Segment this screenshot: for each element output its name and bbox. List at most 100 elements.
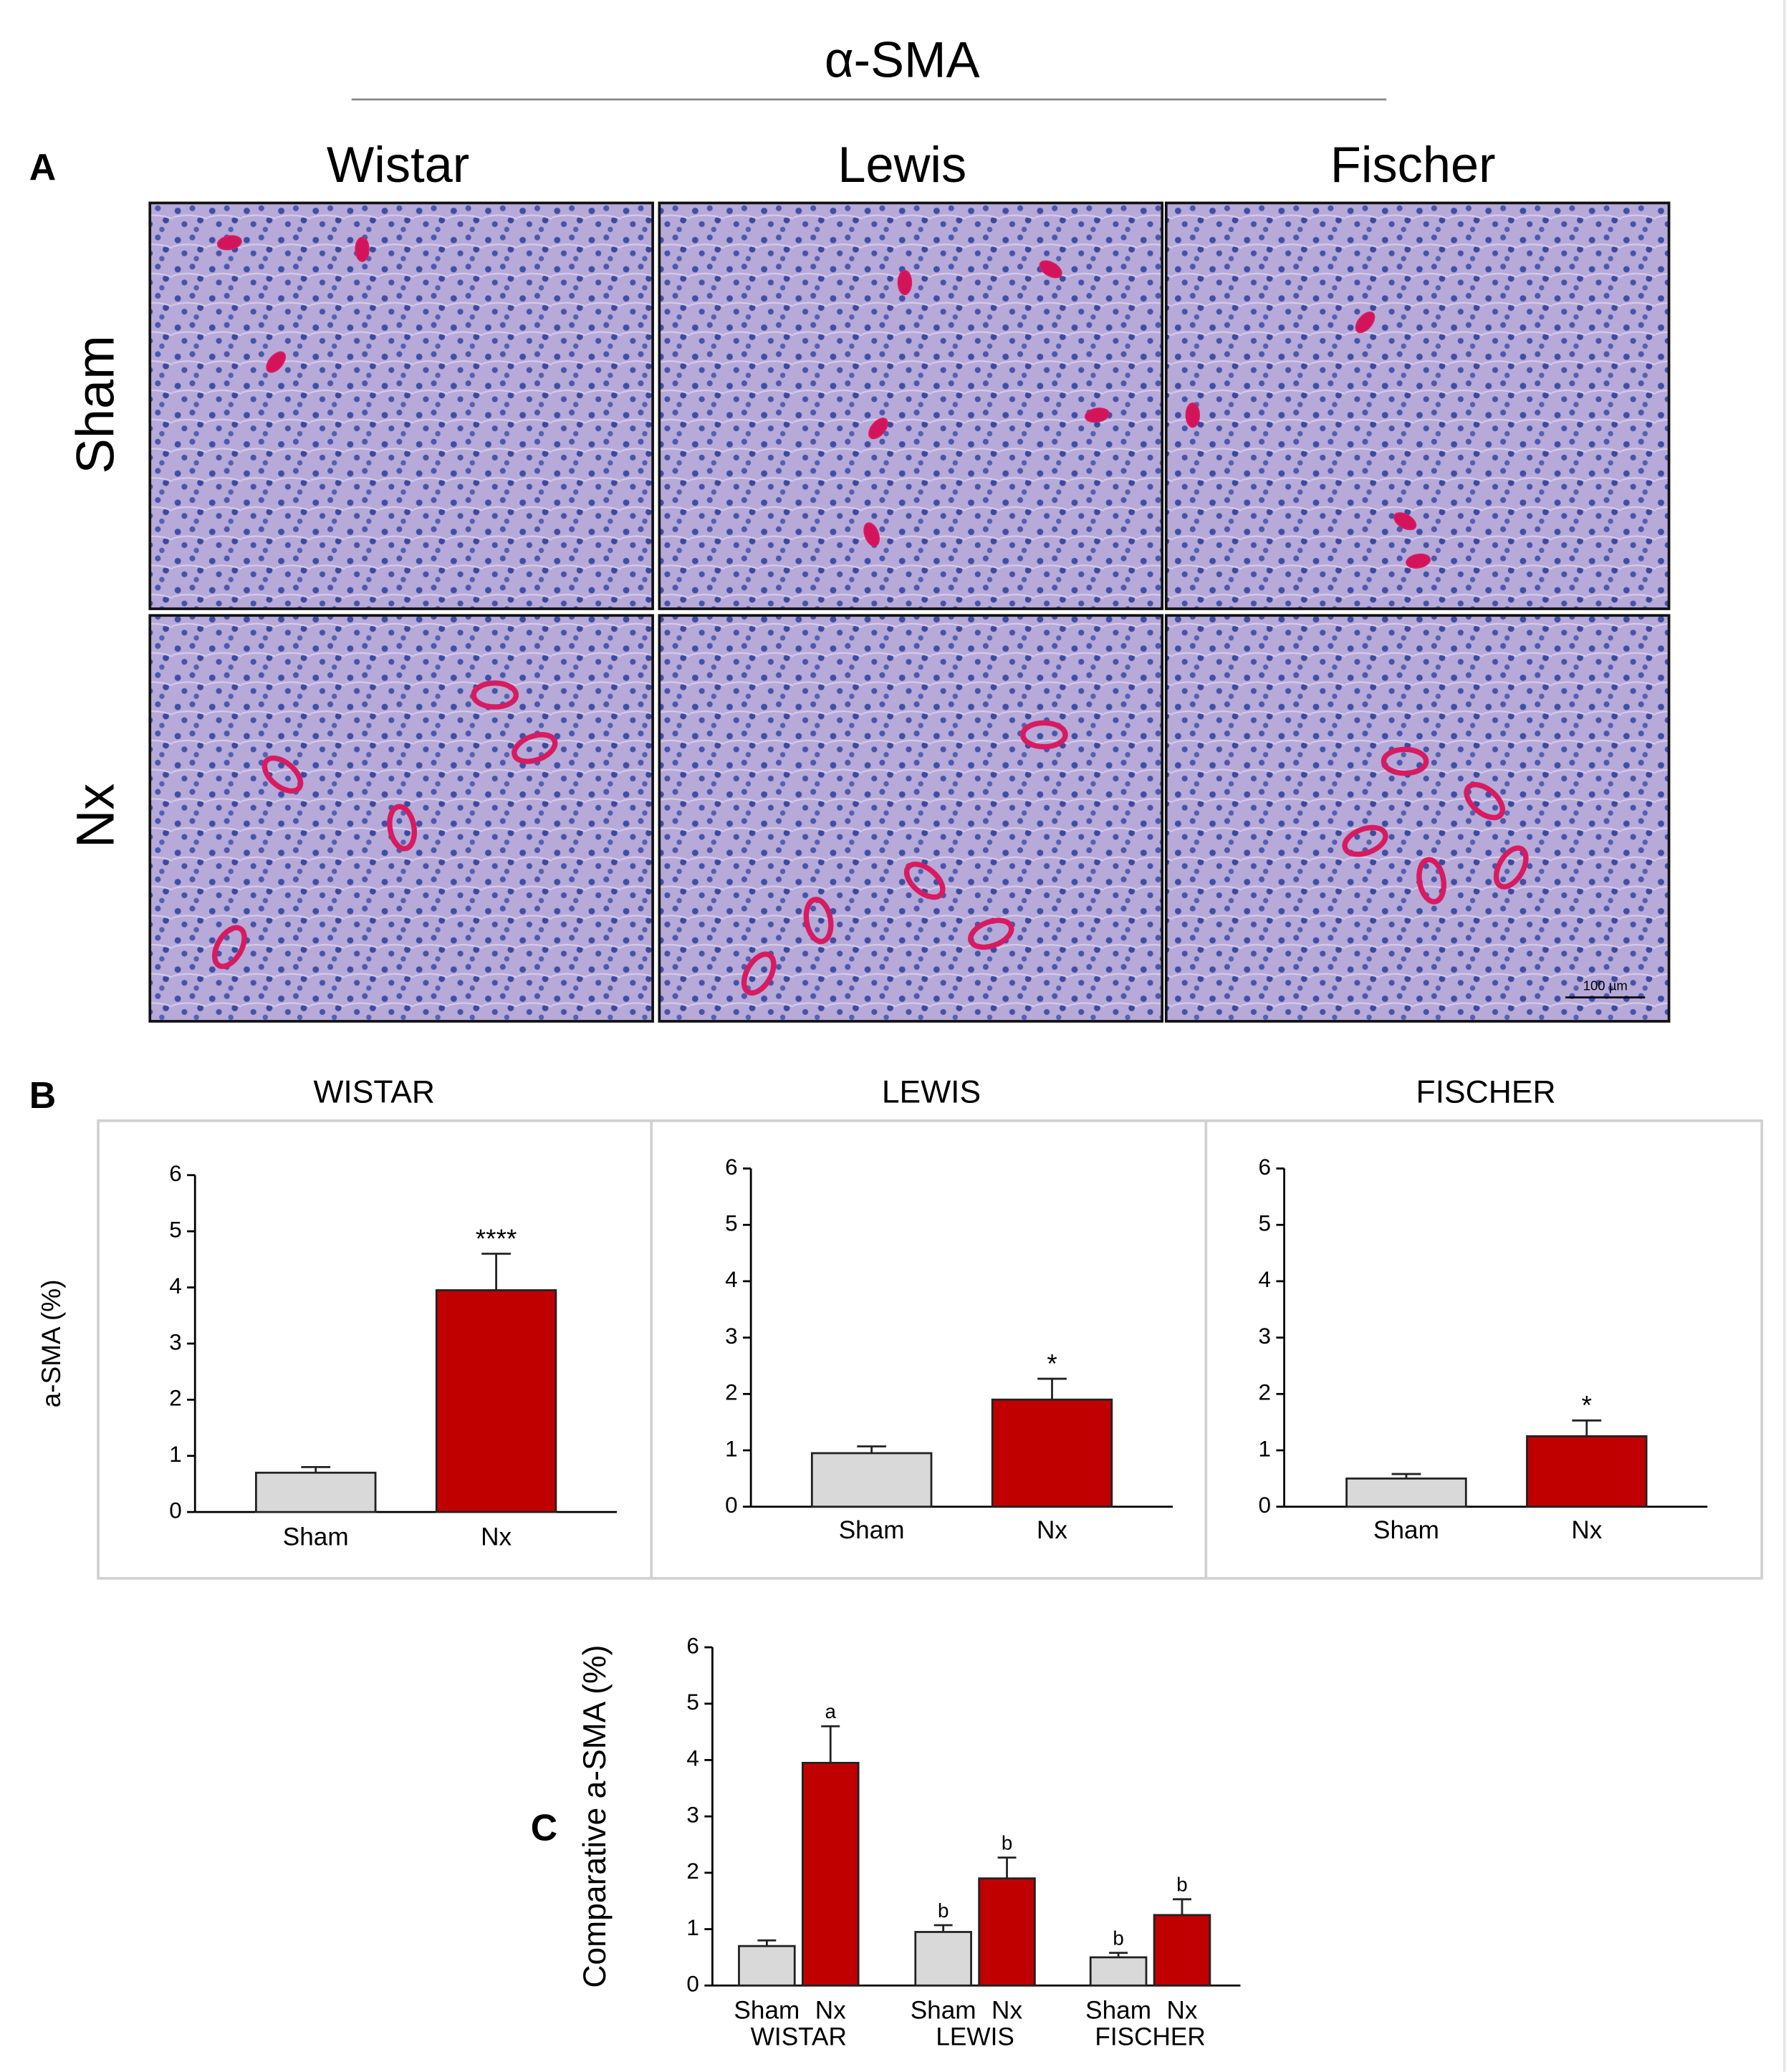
stain — [1406, 553, 1431, 569]
bar — [1089, 1956, 1148, 1987]
stain — [1381, 746, 1429, 776]
x-tick-label: Nx — [481, 1523, 512, 1551]
y-tick-label: 1 — [686, 1915, 699, 1940]
row-label: Nx — [65, 784, 125, 849]
annotation: **** — [476, 1223, 517, 1253]
y-tick-label: 4 — [686, 1746, 699, 1771]
stain — [1085, 408, 1110, 423]
stain — [1342, 824, 1388, 857]
y-tick-label: 4 — [725, 1267, 738, 1292]
stain — [868, 418, 888, 440]
x-tick-label: Sham — [1085, 1997, 1151, 2025]
y-tick-label: 0 — [1259, 1493, 1272, 1518]
column-label: Fischer — [1330, 136, 1496, 193]
bar — [435, 1289, 557, 1513]
y-tick-label: 4 — [169, 1273, 182, 1298]
stain — [903, 862, 946, 900]
micrograph — [658, 201, 1164, 610]
stain — [387, 804, 418, 852]
y-tick-label: 2 — [725, 1380, 738, 1405]
panel-letter: A — [29, 146, 56, 188]
micrograph — [1164, 614, 1671, 1023]
x-tick-label: Sham — [734, 1997, 800, 2025]
panel-box — [97, 1119, 1764, 1580]
annotation: * — [1047, 1348, 1057, 1378]
stain — [1185, 403, 1200, 428]
x-tick-label: Sham — [283, 1523, 349, 1551]
x-tick-label: Sham — [911, 1997, 976, 2025]
stain — [1464, 781, 1506, 821]
y-tick-label: 6 — [686, 1633, 699, 1658]
y-axis-label: Comparative a-SMA (%) — [577, 1645, 613, 1988]
y-tick-label: 2 — [169, 1386, 182, 1411]
y-tick-label: 5 — [686, 1690, 699, 1715]
y-tick-label: 3 — [686, 1802, 699, 1827]
y-tick-label: 2 — [1259, 1380, 1272, 1405]
bar — [738, 1945, 796, 1987]
stain — [1416, 857, 1447, 905]
y-tick-label: 6 — [1259, 1155, 1272, 1180]
y-tick-label: 4 — [1259, 1267, 1272, 1292]
x-tick-label: Sham — [839, 1516, 905, 1544]
column-label: Lewis — [837, 136, 966, 193]
group-label: WISTAR — [751, 2023, 847, 2051]
stain — [355, 236, 370, 262]
bar — [1153, 1914, 1211, 1987]
y-tick-label: 1 — [1259, 1436, 1272, 1461]
stain — [512, 732, 558, 764]
bar — [914, 1931, 972, 1987]
chart-title: FISCHER — [1416, 1075, 1556, 1110]
annotation: b — [1176, 1874, 1187, 1896]
y-tick-label: 3 — [1259, 1324, 1272, 1349]
x-tick-label: Nx — [1571, 1516, 1602, 1544]
annotation: b — [1113, 1927, 1123, 1949]
bar — [801, 1761, 860, 1987]
stain — [1039, 260, 1062, 279]
stain — [266, 351, 286, 373]
panel-letter: C — [531, 1806, 557, 1848]
row-label: Sham — [65, 335, 125, 473]
stain — [471, 680, 519, 710]
column-label: Wistar — [327, 136, 469, 193]
y-tick-label: 5 — [169, 1217, 182, 1242]
scale-bar-label: 100 µm — [1583, 978, 1628, 993]
stain — [863, 522, 880, 547]
y-tick-label: 0 — [169, 1498, 182, 1523]
panel-letter: B — [29, 1074, 56, 1116]
group-label: LEWIS — [936, 2023, 1014, 2051]
stain — [216, 235, 242, 251]
micrograph — [1164, 201, 1671, 610]
x-tick-label: Sham — [1373, 1516, 1439, 1544]
y-tick-label: 5 — [1259, 1211, 1272, 1236]
y-tick-label: 6 — [169, 1161, 182, 1186]
annotation: * — [1582, 1390, 1592, 1420]
group-label: FISCHER — [1095, 2023, 1205, 2051]
y-tick-label: 1 — [725, 1436, 738, 1461]
stain — [261, 755, 304, 794]
y-tick-label: 0 — [725, 1493, 738, 1518]
bar — [1526, 1435, 1648, 1508]
x-tick-label: Nx — [1037, 1516, 1067, 1544]
bar — [810, 1452, 933, 1508]
micrograph — [658, 614, 1164, 1023]
chart-title: WISTAR — [313, 1075, 435, 1110]
bar — [1345, 1477, 1467, 1508]
stain — [897, 269, 913, 296]
micrograph — [148, 201, 654, 610]
y-tick-label: 2 — [686, 1859, 699, 1884]
bar — [978, 1877, 1036, 1987]
stain — [1393, 512, 1417, 531]
stain — [803, 897, 834, 945]
stain — [1020, 720, 1068, 750]
stain — [968, 917, 1014, 950]
stain — [211, 925, 247, 969]
bar — [255, 1471, 377, 1513]
annotation: b — [938, 1899, 949, 1922]
chart-title: LEWIS — [882, 1075, 981, 1110]
figure-title: α-SMA — [825, 32, 980, 88]
y-tick-label: 3 — [169, 1329, 182, 1354]
y-tick-label: 5 — [725, 1211, 738, 1236]
y-tick-label: 0 — [686, 1972, 699, 1997]
